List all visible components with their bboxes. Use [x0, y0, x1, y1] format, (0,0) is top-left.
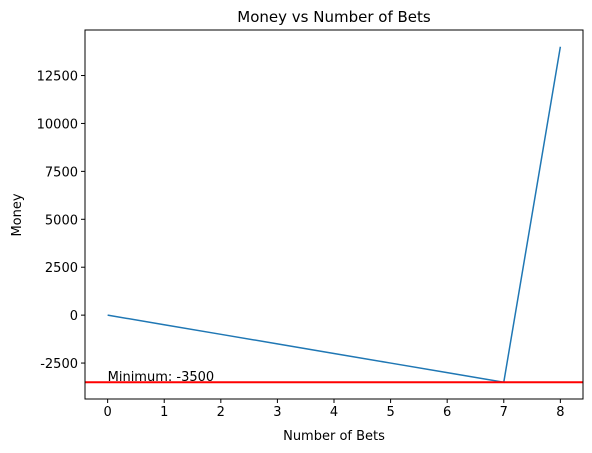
x-tick-label: 8	[556, 405, 564, 420]
x-tick-label: 5	[386, 405, 394, 420]
plot-frame	[84, 29, 584, 400]
data-line	[107, 46, 562, 384]
x-axis-label: Number of Bets	[283, 429, 385, 444]
x-tick-label: 2	[217, 405, 225, 420]
chart-title: Money vs Number of Bets	[237, 8, 431, 26]
x-tick-label: 4	[330, 405, 338, 420]
y-tick-label: 2500	[45, 261, 78, 276]
x-tick-label: 3	[273, 405, 281, 420]
y-tick-label: 0	[70, 309, 78, 324]
annotation: Minimum: -3500	[108, 370, 215, 385]
x-tick-label: 7	[500, 405, 508, 420]
x-tick-label: 1	[160, 405, 168, 420]
y-tick-label: -2500	[40, 357, 78, 372]
y-tick-label: 7500	[45, 165, 78, 180]
y-tick-label: 12500	[37, 70, 78, 85]
y-axis-label: Money	[10, 193, 25, 236]
x-tick-label: 0	[103, 405, 111, 420]
y-tick-label: 5000	[45, 213, 78, 228]
y-tick-label: 10000	[37, 117, 78, 132]
x-tick-label: 6	[443, 405, 451, 420]
